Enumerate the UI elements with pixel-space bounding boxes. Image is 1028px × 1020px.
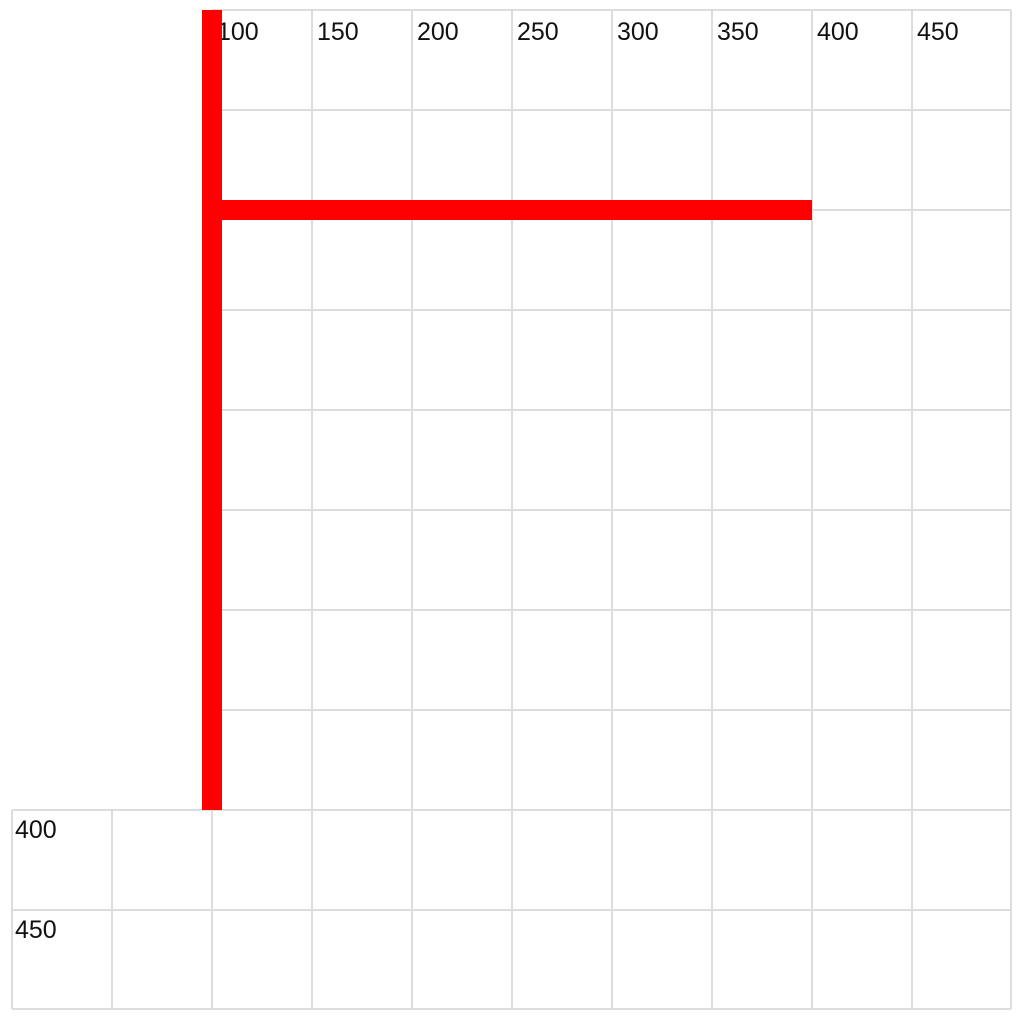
top-tick-label: 200 (417, 18, 459, 46)
left-tick-labels: 400 450 (15, 816, 57, 944)
vertical-red-bar (202, 10, 222, 810)
left-tick-label: 400 (15, 816, 57, 844)
top-tick-label: 350 (717, 18, 759, 46)
top-tick-label: 450 (917, 18, 959, 46)
top-tick-label: 300 (617, 18, 659, 46)
left-tick-label: 450 (15, 916, 57, 944)
red-shapes (202, 10, 812, 810)
top-tick-label: 400 (817, 18, 859, 46)
top-tick-label: 250 (517, 18, 559, 46)
top-tick-label: 150 (317, 18, 359, 46)
top-tick-labels: 100 150 200 250 300 350 400 450 (217, 18, 959, 46)
horizontal-red-bar (212, 200, 812, 220)
top-tick-label: 100 (217, 18, 259, 46)
